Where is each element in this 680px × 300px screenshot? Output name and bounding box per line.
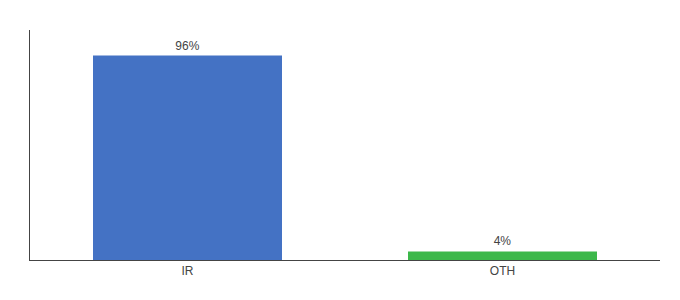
svg-text:IR: IR	[182, 264, 194, 278]
svg-text:OTH: OTH	[490, 264, 515, 278]
svg-text:4%: 4%	[494, 234, 512, 248]
svg-text:96%: 96%	[175, 39, 199, 53]
